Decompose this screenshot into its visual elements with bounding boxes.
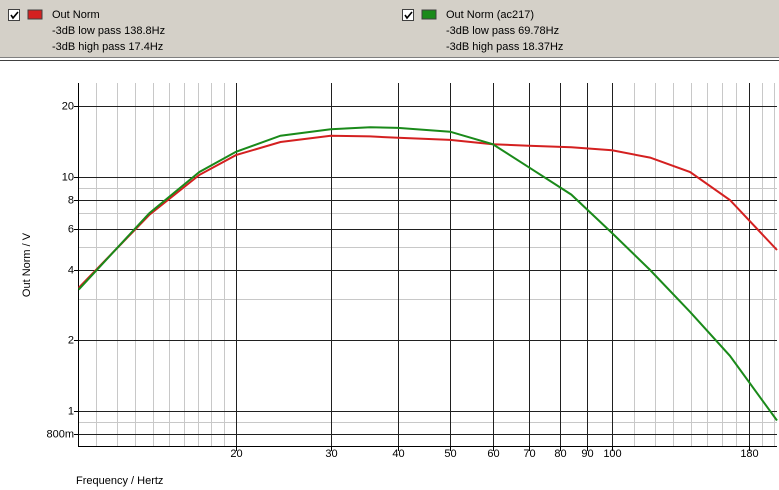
x-tick-label: 50: [444, 448, 456, 460]
y-tick-label: 10: [62, 171, 74, 183]
series-line: [77, 134, 778, 289]
x-axis-label: Frequency / Hertz: [76, 475, 163, 487]
legend-checkbox[interactable]: [402, 9, 414, 21]
legend-note: -3dB low pass 138.8Hz: [52, 25, 165, 37]
x-tick-label: 40: [392, 448, 404, 460]
x-tick-label: 30: [325, 448, 337, 460]
x-tick-label: 100: [603, 448, 621, 460]
legend-swatch: [421, 9, 437, 20]
y-tick-label: 2: [68, 334, 74, 346]
x-tick-label: 70: [523, 448, 535, 460]
checkmark: [10, 11, 19, 20]
y-tick-label: 4: [68, 264, 74, 276]
legend-note: -3dB low pass 69.78Hz: [446, 25, 559, 37]
x-tick-label: 20: [230, 448, 242, 460]
y-tick-label: 1: [68, 405, 74, 417]
legend-panel: [0, 0, 779, 57]
x-tick-label: 80: [554, 448, 566, 460]
legend-note: -3dB high pass 17.4Hz: [52, 41, 163, 53]
legend-note: -3dB high pass 18.37Hz: [446, 41, 563, 53]
x-tick-label: 180: [740, 448, 758, 460]
y-axis-label: Out Norm / V: [21, 232, 33, 297]
series-line: [77, 126, 778, 422]
x-tick-label: 90: [581, 448, 593, 460]
y-tick-label: 8: [68, 194, 74, 206]
checkmark: [404, 11, 413, 20]
x-tick-label: 60: [487, 448, 499, 460]
y-tick-label: 20: [62, 100, 74, 112]
y-tick-label: 6: [68, 223, 74, 235]
legend-checkbox[interactable]: [8, 9, 20, 21]
y-tick-label: 800m: [46, 428, 74, 440]
legend-swatch: [27, 9, 43, 20]
legend-label: Out Norm: [52, 9, 100, 21]
legend-label: Out Norm (ac217): [446, 9, 534, 21]
